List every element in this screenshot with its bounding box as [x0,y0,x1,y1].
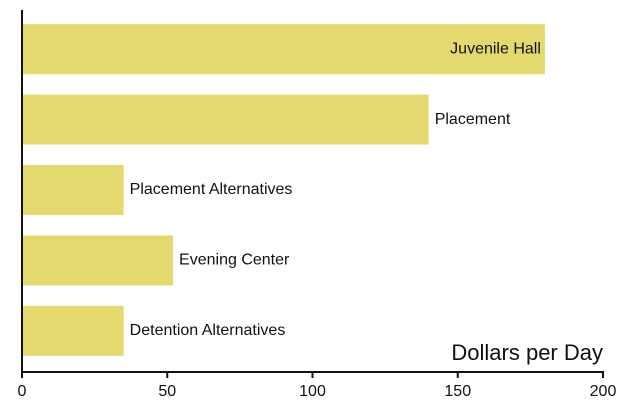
x-tick-label: 150 [444,383,471,400]
x-tick-label: 0 [18,383,27,400]
bar-label: Detention Alternatives [130,322,286,339]
x-axis-label: Dollars per Day [451,340,603,365]
bar [22,235,174,286]
bar [22,165,124,215]
bar-label: Placement [435,111,511,128]
bar [22,94,429,145]
bar [22,305,124,356]
bar [22,24,545,75]
bar-label: Juvenile Hall [450,40,541,57]
x-tick-label: 50 [158,383,176,400]
x-tick-label: 100 [299,383,326,400]
bar-label: Placement Alternatives [130,181,293,198]
x-tick-label: 200 [590,383,617,400]
bar-label: Evening Center [179,252,290,269]
